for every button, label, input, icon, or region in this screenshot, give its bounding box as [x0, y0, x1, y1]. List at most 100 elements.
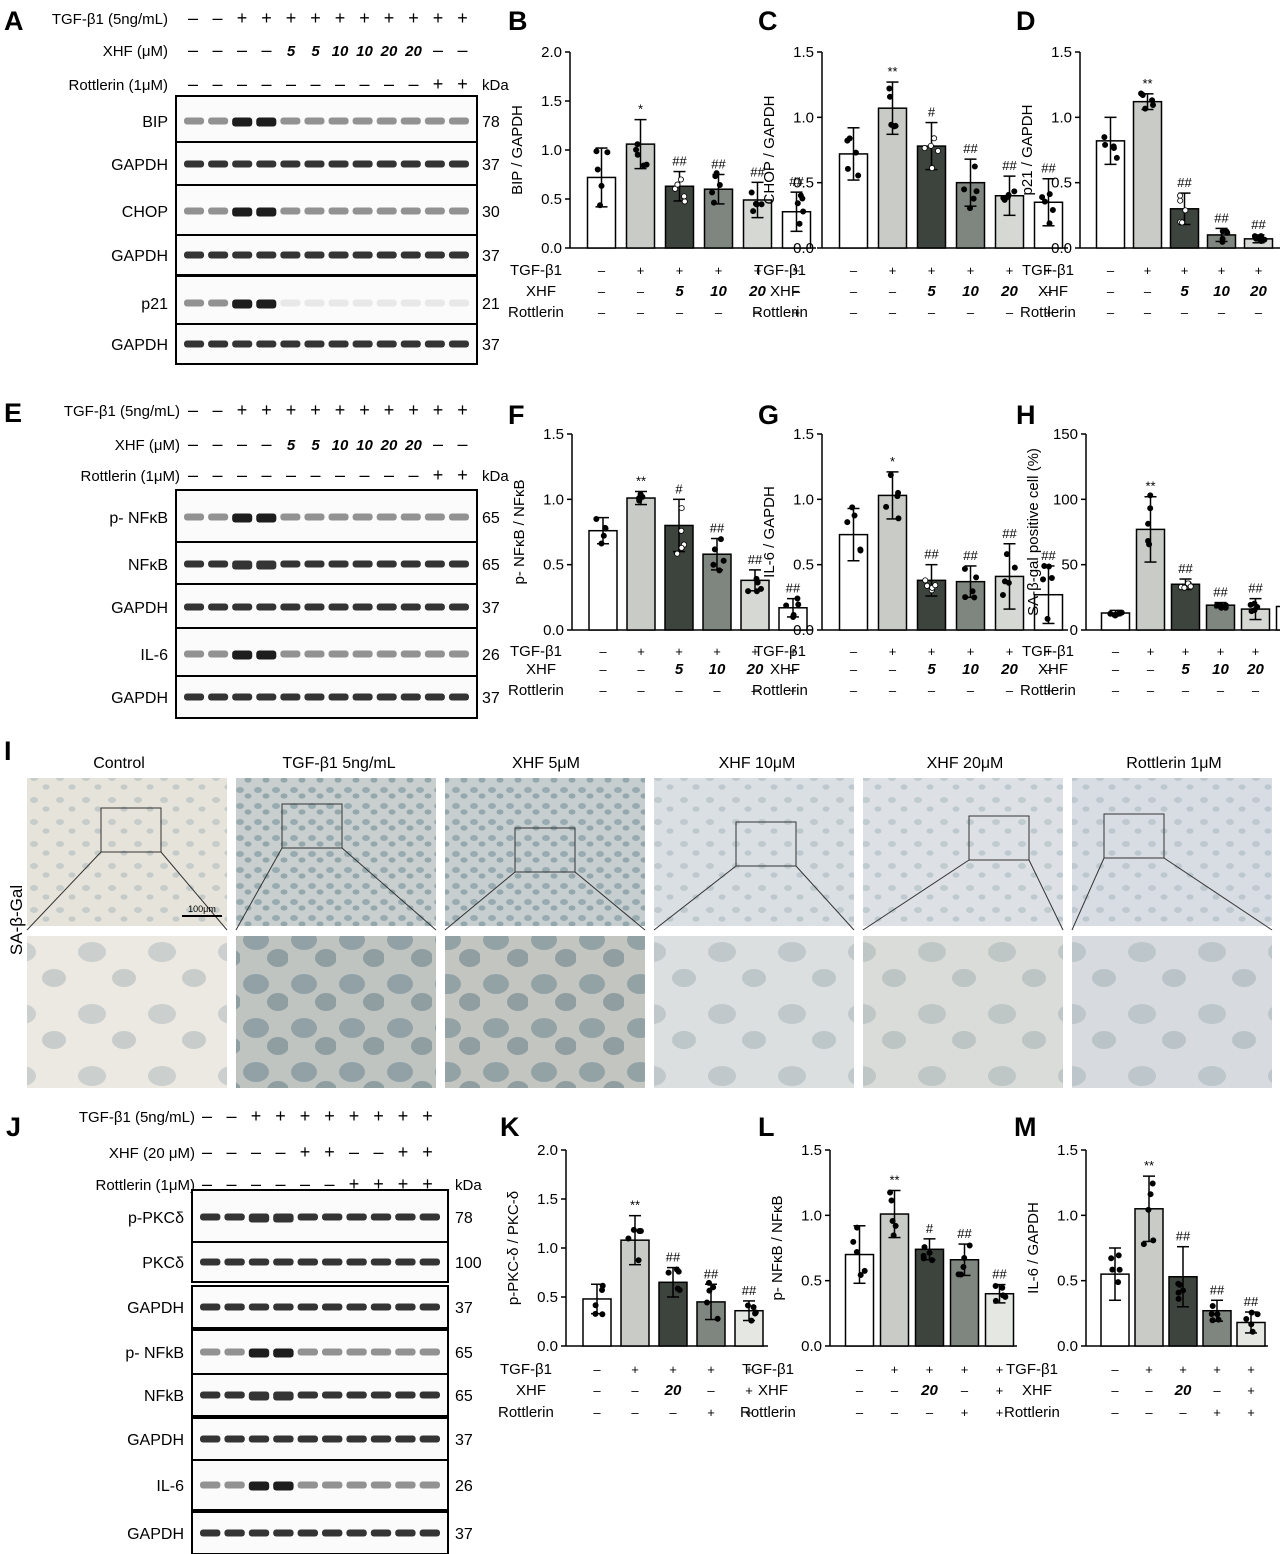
- blot-band: [419, 1391, 440, 1399]
- band-label: GAPDH: [127, 1526, 184, 1543]
- significance-label: *: [890, 454, 895, 469]
- significance-label: ##: [957, 1226, 972, 1241]
- blot-band: [280, 117, 301, 125]
- blot-band: [328, 251, 349, 259]
- blot-band: [370, 1435, 392, 1443]
- blot-band: [304, 650, 325, 658]
- data-point: [592, 1302, 599, 1309]
- condition-mark: –: [1255, 305, 1263, 320]
- blot-band: [200, 1303, 221, 1311]
- data-point: [706, 1287, 713, 1294]
- blot-band: [256, 603, 277, 611]
- condition-label: Rottlerin: [1020, 304, 1076, 321]
- y-axis-label: BIP / GAPDH: [509, 105, 526, 195]
- blot-band: [208, 340, 229, 348]
- condition-mark: +: [637, 263, 645, 278]
- blot-frame: [191, 1329, 449, 1375]
- treatment-mark: +: [349, 1174, 360, 1194]
- blot-band: [424, 340, 445, 348]
- treatment-mark: 10: [356, 437, 373, 454]
- treatment-mark: +: [286, 8, 297, 28]
- condition-mark: –: [631, 1405, 639, 1420]
- blot-band: [248, 1213, 270, 1223]
- condition-label: XHF: [526, 661, 556, 678]
- blot-band: [448, 693, 469, 701]
- blot-band: [322, 1435, 343, 1443]
- band-kda: 37: [455, 1432, 473, 1449]
- condition-mark: –: [631, 1383, 639, 1398]
- treatment-mark: +: [373, 1106, 384, 1126]
- blot-band: [328, 603, 349, 611]
- blot-band: [328, 160, 349, 168]
- condition-mark: –: [599, 644, 607, 659]
- condition-mark: –: [850, 662, 858, 677]
- treatment-mark: +: [359, 8, 370, 28]
- treatment-mark: –: [188, 8, 198, 28]
- condition-mark: –: [593, 1362, 601, 1377]
- treatment-mark: 20: [404, 43, 422, 60]
- data-point: [1254, 1311, 1261, 1318]
- blot-band: [297, 1348, 318, 1356]
- data-point: [852, 149, 859, 156]
- data-point: [929, 165, 936, 172]
- condition-mark: 20: [1000, 283, 1018, 300]
- zoom-line: [1071, 857, 1105, 931]
- treatment-mark: +: [398, 1174, 409, 1194]
- significance-label: ##: [789, 174, 804, 189]
- data-point: [955, 1271, 962, 1278]
- blot-band: [224, 1258, 245, 1266]
- y-tick-label: 150: [1053, 426, 1078, 443]
- panel-letter-m: M: [1014, 1112, 1037, 1142]
- condition-mark: +: [967, 263, 975, 278]
- condition-mark: –: [789, 662, 797, 677]
- data-point: [861, 1267, 868, 1274]
- blot-band: [328, 513, 349, 521]
- blot-band: [224, 1213, 245, 1221]
- data-point: [1147, 1191, 1154, 1198]
- data-point: [592, 1310, 599, 1317]
- condition-mark: +: [676, 263, 684, 278]
- data-point: [640, 162, 647, 169]
- panel-letter-g: G: [758, 400, 779, 430]
- data-point: [593, 515, 600, 522]
- data-point: [1181, 584, 1188, 591]
- data-point: [1209, 1303, 1216, 1310]
- blot-band: [370, 1529, 392, 1537]
- blot-band: [328, 299, 349, 307]
- blot-band: [248, 1348, 270, 1358]
- data-point: [794, 595, 801, 602]
- chart-f: 0.00.51.01.5p- NFκB / NFκB **#######TGF-β…: [508, 426, 812, 699]
- blot-band: [424, 603, 445, 611]
- condition-label: TGF-β1: [754, 643, 806, 660]
- kda-label: kDa: [455, 1177, 482, 1194]
- blot-band: [448, 160, 469, 168]
- treatment-mark: –: [261, 465, 271, 485]
- data-point: [1039, 194, 1046, 201]
- data-point: [750, 208, 757, 215]
- data-point: [1044, 615, 1051, 622]
- blot-band: [184, 299, 205, 307]
- bar: [1170, 583, 1201, 631]
- band-kda: 21: [482, 296, 500, 313]
- significance-label: ##: [1041, 161, 1056, 176]
- y-axis-label: SA-β-gal positive cell (%): [1025, 448, 1042, 616]
- blot-band: [395, 1303, 416, 1311]
- condition-mark: –: [637, 284, 645, 299]
- condition-mark: –: [751, 683, 759, 698]
- condition-label: Rottlerin: [508, 304, 564, 321]
- condition-mark: –: [599, 683, 607, 698]
- significance-label: **: [1145, 479, 1155, 494]
- micrograph-overlay: [863, 936, 1063, 1088]
- treatment-mark: –: [251, 1142, 261, 1162]
- blot-frame: [191, 1459, 449, 1511]
- data-point: [750, 1304, 757, 1311]
- blot-band: [200, 1258, 221, 1266]
- blot-band: [256, 650, 277, 660]
- treatment-mark: –: [335, 465, 345, 485]
- y-tick-label: 1.0: [543, 491, 564, 508]
- data-point: [1179, 219, 1186, 226]
- band-label: GAPDH: [111, 600, 168, 617]
- western-blots: TGF-β1 (5ng/mL) – – + + + + + + + + + +XHF (μM) – – – –5…: [52, 8, 509, 1554]
- blot-band: [256, 299, 277, 309]
- condition-mark: +: [1213, 1405, 1221, 1420]
